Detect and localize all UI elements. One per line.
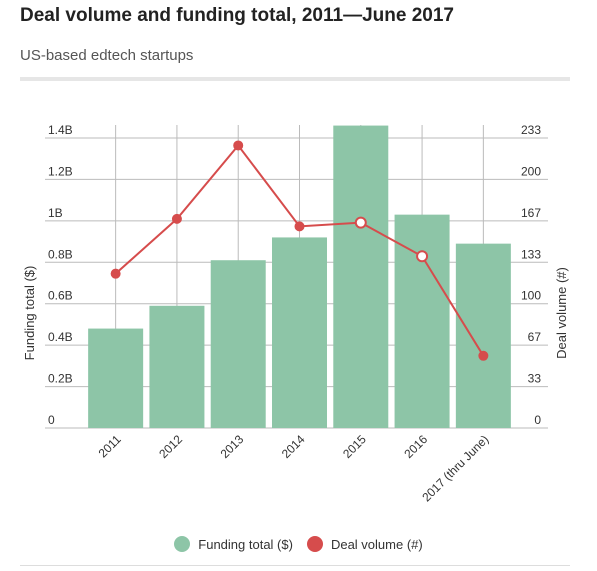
deal-volume-point <box>171 213 182 224</box>
left-axis-tick-label: 0.2B <box>48 372 73 386</box>
chart-subtitle: US-based edtech startups <box>20 47 194 64</box>
x-axis-tick-label: 2016 <box>401 432 430 461</box>
legend-swatch-funding <box>174 536 191 552</box>
x-axis-tick-label: 2015 <box>340 432 369 461</box>
legend-item-deals[interactable]: Deal volume (#) <box>306 536 423 552</box>
right-axis-tick-label: 233 <box>521 123 541 137</box>
left-axis-tick-label: 0.4B <box>48 330 73 344</box>
left-axis-tick-label: 1.2B <box>48 164 73 178</box>
legend-swatch-deals <box>306 536 323 552</box>
left-axis-title: Funding total ($) <box>22 266 37 361</box>
right-axis-tick-label: 33 <box>528 372 542 386</box>
left-axis-tick-label: 0 <box>48 413 55 427</box>
deal-volume-point <box>110 268 121 279</box>
funding-bar <box>333 125 389 429</box>
funding-bar <box>394 214 450 428</box>
funding-bar <box>88 328 144 428</box>
deal-volume-point <box>478 350 489 361</box>
x-axis-tick-label: 2017 (thru June) <box>419 432 491 504</box>
right-axis-title: Deal volume (#) <box>554 267 569 359</box>
deal-volume-point <box>294 221 305 232</box>
funding-bar <box>210 260 266 428</box>
right-axis-tick-label: 100 <box>521 289 541 303</box>
legend-item-funding[interactable]: Funding total ($) <box>174 536 293 552</box>
deal-volume-point <box>354 216 367 229</box>
left-axis-tick-label: 0.6B <box>48 289 73 303</box>
legend-label-funding: Funding total ($) <box>198 536 293 552</box>
right-axis-tick-label: 0 <box>534 413 541 427</box>
top-divider <box>20 77 570 81</box>
funding-bar <box>149 305 205 428</box>
funding-bar <box>272 237 327 428</box>
right-axis-tick-label: 200 <box>521 164 541 178</box>
x-axis-tick-label: 2014 <box>279 432 308 461</box>
left-axis-tick-label: 1.4B <box>48 123 73 137</box>
deal-volume-point <box>233 140 244 151</box>
left-axis-tick-label: 1B <box>48 206 63 220</box>
funding-bar <box>455 243 511 428</box>
deal-volume-point <box>416 250 429 263</box>
chart-title: Deal volume and funding total, 2011—June… <box>20 5 454 26</box>
bottom-divider <box>20 565 570 566</box>
x-axis-tick-label: 2012 <box>156 432 185 461</box>
chart-area: 0 0.2B 0.4B 0.6B 0.8B 1B 1.2B 1.4B 0 33 67 100 133 16… <box>22 123 569 504</box>
left-axis-tick-label: 0.8B <box>48 247 73 261</box>
right-axis-tick-label: 67 <box>528 330 542 344</box>
legend: Funding total ($) Deal volume (#) <box>0 536 597 552</box>
right-axis-tick-label: 133 <box>521 247 541 261</box>
x-axis-tick-label: 2013 <box>218 432 247 461</box>
x-axis-tick-label: 2011 <box>96 432 124 460</box>
right-axis-tick-label: 167 <box>521 206 541 220</box>
legend-label-deals: Deal volume (#) <box>330 536 423 552</box>
